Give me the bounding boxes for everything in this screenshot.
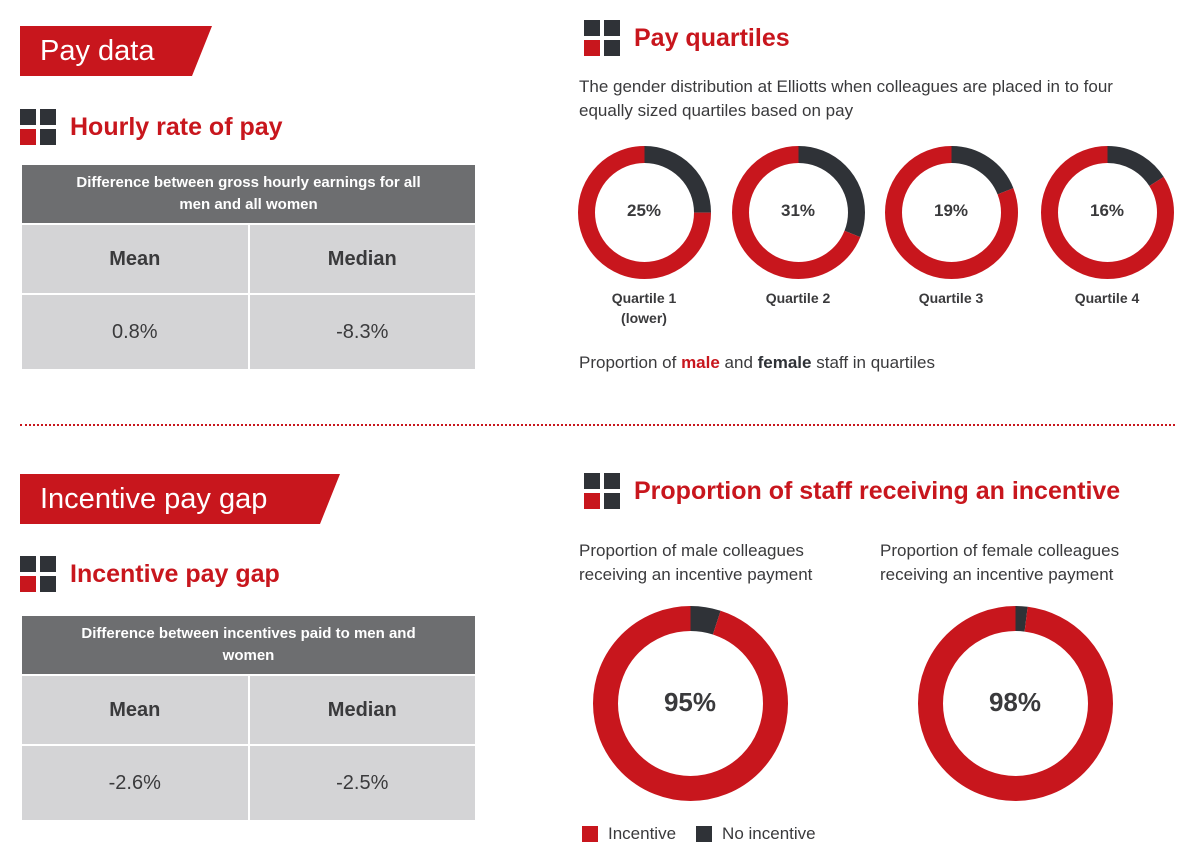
quartile-2-male-segment xyxy=(731,145,865,279)
grid-squares-icon xyxy=(20,109,56,145)
incentive-legend: Incentive No incentive xyxy=(582,824,836,844)
legend-label-no-incentive: No incentive xyxy=(722,824,816,843)
quartile-2-label-line: Quartile 2 xyxy=(765,290,831,306)
quartile-4-donut: 16% xyxy=(1040,145,1174,279)
quartile-4-label-line: Quartile 4 xyxy=(1074,290,1140,306)
legend-swatch-incentive xyxy=(582,826,598,842)
hourly-pay-gap-label-row: Mean Median xyxy=(22,223,475,293)
incentive-banner: Incentive pay gap xyxy=(20,474,340,524)
median-column-label: Median xyxy=(247,225,476,293)
quartiles-caption-mid: and xyxy=(719,353,758,372)
quartile-3-donut-center-label: 19% xyxy=(933,201,969,221)
male-incentive-caption: Proportion of male colleagues receiving … xyxy=(579,541,813,584)
quartile-4-donut-center-label: 16% xyxy=(1089,201,1125,221)
quartiles-caption-suffix: staff in quartiles xyxy=(811,353,935,372)
quartile-1-donut-center-label: 25% xyxy=(626,201,662,221)
pay-quartiles-description: The gender distribution at Elliotts when… xyxy=(579,77,1113,120)
quartile-3-label-line: Quartile 3 xyxy=(918,290,984,306)
quartile-3-male-segment xyxy=(884,145,1018,279)
hourly-rate-heading: Hourly rate of pay xyxy=(20,109,283,145)
male-incentive-segment xyxy=(592,605,788,801)
incentive-pay-gap-table: Difference between incentives paid to me… xyxy=(22,616,475,820)
quartile-4-male-segment xyxy=(1040,145,1174,279)
grid-squares-icon xyxy=(584,20,620,56)
legend-swatch-no-incentive xyxy=(696,826,713,842)
quartile-1-label-line: Quartile 1 xyxy=(611,290,677,306)
quartile-2-donut-center-label: 31% xyxy=(780,201,816,221)
incentive-banner-text: Incentive pay gap xyxy=(40,483,268,515)
quartile-1-label: Quartile 1 (lower) xyxy=(574,288,714,328)
incentive-pay-gap-label-row: Mean Median xyxy=(22,674,475,744)
median-value: -2.5% xyxy=(247,746,476,820)
incentive-heading-text: Incentive pay gap xyxy=(70,559,280,588)
female-incentive-caption: Proportion of female colleagues receivin… xyxy=(880,541,1120,584)
quartiles-caption-male: male xyxy=(681,353,720,372)
median-column-label: Median xyxy=(247,676,476,744)
pay-data-banner: Pay data xyxy=(20,26,212,76)
grid-squares-icon xyxy=(20,556,56,592)
quartiles-caption: Proportion of male and female staff in q… xyxy=(579,351,935,375)
legend-item-incentive: Incentive xyxy=(582,824,676,844)
incentive-proportion-heading-text: Proportion of staff receiving an incenti… xyxy=(634,476,1121,505)
legend-label-incentive: Incentive xyxy=(608,824,677,843)
incentive-pay-gap-table-header: Difference between incentives paid to me… xyxy=(22,616,475,674)
male-incentive-donut: 95% xyxy=(592,605,788,801)
quartile-2-label: Quartile 2 xyxy=(728,288,868,308)
incentive-proportion-heading: Proportion of staff receiving an incenti… xyxy=(584,473,1120,509)
quartile-4-label: Quartile 4 xyxy=(1037,288,1177,308)
mean-column-label: Mean xyxy=(109,247,161,270)
pay-data-banner-text: Pay data xyxy=(40,35,155,67)
quartile-1-donut: 25% xyxy=(577,145,711,279)
legend-item-no-incentive: No incentive xyxy=(696,824,816,844)
quartiles-caption-prefix: Proportion of xyxy=(579,353,682,372)
quartile-1-label-line: (lower) xyxy=(621,310,667,326)
incentive-heading: Incentive pay gap xyxy=(20,556,280,592)
incentive-pay-gap-value-row: -2.6% -2.5% xyxy=(22,744,475,820)
quartile-1-male-segment xyxy=(577,145,711,279)
female-incentive-donut-center-label: 98% xyxy=(988,686,1042,717)
quartile-3-donut: 19% xyxy=(884,145,1018,279)
grid-squares-icon xyxy=(584,473,620,509)
mean-column-label: Mean xyxy=(109,698,161,721)
quartile-3-label: Quartile 3 xyxy=(881,288,1021,308)
section-divider xyxy=(20,424,1175,426)
female-incentive-segment xyxy=(917,605,1113,801)
hourly-rate-heading-text: Hourly rate of pay xyxy=(70,112,283,141)
hourly-pay-gap-table-header: Difference between gross hourly earnings… xyxy=(22,165,475,223)
female-incentive-donut: 98% xyxy=(917,605,1113,801)
quartile-2-donut: 31% xyxy=(731,145,865,279)
mean-value: 0.8% xyxy=(111,320,158,343)
pay-quartiles-heading: Pay quartiles xyxy=(584,20,790,56)
pay-quartiles-heading-text: Pay quartiles xyxy=(634,23,790,52)
male-incentive-donut-center-label: 95% xyxy=(663,686,717,717)
median-value: -8.3% xyxy=(247,295,476,369)
hourly-pay-gap-value-row: 0.8% -8.3% xyxy=(22,293,475,369)
mean-value: -2.6% xyxy=(108,771,161,794)
quartiles-caption-female: female xyxy=(757,353,812,372)
hourly-pay-gap-table: Difference between gross hourly earnings… xyxy=(22,165,475,369)
